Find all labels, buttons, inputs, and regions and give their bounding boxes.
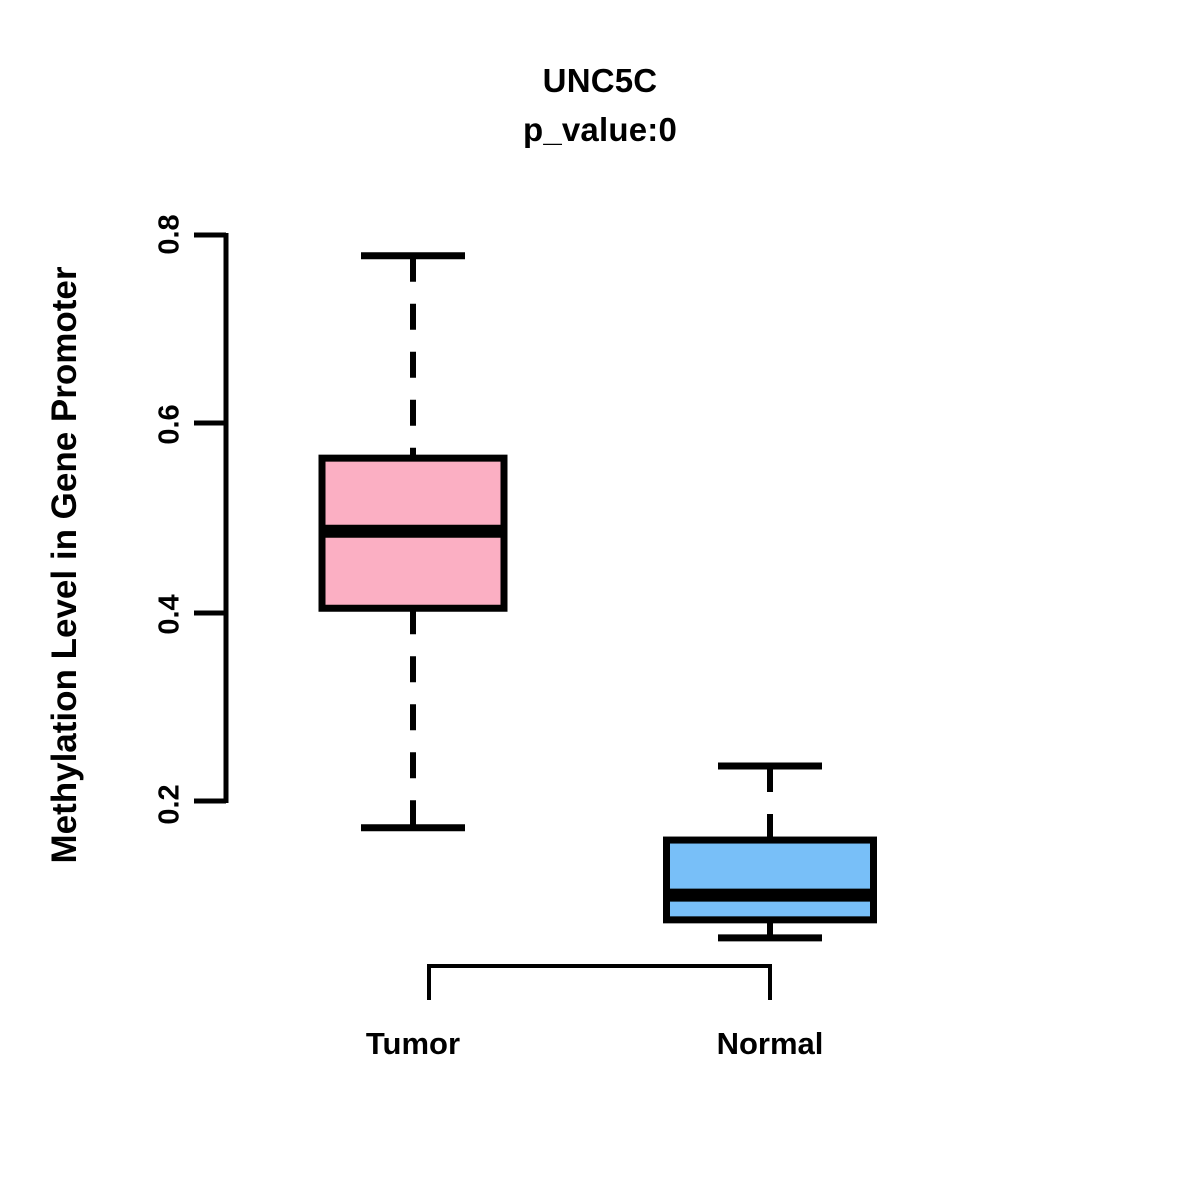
x-tick-label-tumor: Tumor [365,1026,461,1061]
box-normal[interactable] [663,762,877,942]
y-axis [194,232,229,804]
x-tick-label-normal: Normal [716,1026,824,1061]
x-axis [427,964,772,1000]
box-tumor[interactable] [318,252,508,832]
normal-iqr-box[interactable] [663,836,877,924]
